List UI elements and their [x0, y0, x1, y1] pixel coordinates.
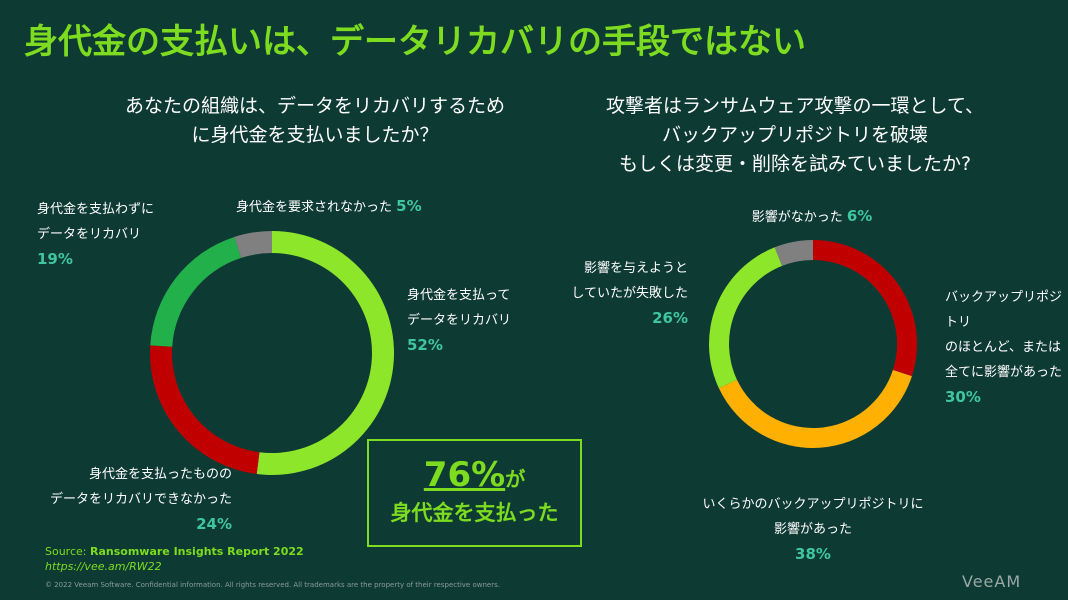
segment-label: 身代金を支払わずに データをリカバリ 19% — [37, 197, 154, 273]
callout-figure: 76% — [423, 455, 506, 495]
value-label: 5% — [396, 197, 422, 215]
chart-title: あなたの組織は、データをリカバリするため に身代金を支払いましたか？ — [124, 95, 505, 146]
category-label: 身代金を要求されなかった — [236, 200, 393, 215]
segment-label: 影響がなかった 6% — [612, 204, 1012, 230]
donut-segment — [718, 369, 912, 448]
segment-label: 身代金を要求されなかった 5% — [236, 194, 422, 220]
category-label: 影響がなかった — [751, 210, 843, 225]
value-label: 52% — [407, 336, 443, 354]
source-url: https://vee.am/RW22 — [45, 560, 162, 573]
donut-segment — [150, 236, 242, 347]
source-title: Ransomware Insights Report 2022 — [90, 545, 304, 558]
donut-segment — [774, 240, 813, 266]
segment-label: 身代金を支払って データをリカバリ 52% — [407, 283, 511, 359]
donut-segment — [150, 345, 260, 475]
value-label: 19% — [37, 250, 73, 268]
category-label: 身代金を支払ったものの データをリカバリできなかった — [49, 467, 232, 507]
callout-suffix: が — [505, 467, 526, 491]
category-label: 身代金を支払わずに データをリカバリ — [37, 202, 155, 242]
donut-segment — [234, 231, 272, 258]
slide-title: 身代金の支払いは、データリカバリの手段ではない — [24, 22, 806, 62]
source: Source: Ransomware Insights Report 2022 — [45, 545, 304, 558]
value-label: 30% — [945, 388, 981, 406]
category-label: いくらかのバックアップリポジトリに 影響があった — [702, 497, 924, 537]
callout-box: 76%が 身代金を支払った — [367, 439, 582, 547]
category-label: 影響を与えようと していたが失敗した — [571, 261, 688, 301]
category-label: 身代金を支払って データをリカバリ — [407, 288, 512, 328]
segment-label: いくらかのバックアップリポジトリに 影響があった 38% — [613, 492, 1013, 568]
donut-segment — [813, 240, 917, 377]
logo: VeeAM — [962, 572, 1022, 591]
donut-segment — [256, 231, 394, 475]
donut-segment — [709, 247, 783, 389]
chart-title: 攻撃者はランサムウェア攻撃の一環として、 バックアップリポジトリを破壊 もしくは… — [605, 95, 985, 175]
segment-label: 影響を与えようと していたが失敗した 26% — [571, 256, 688, 332]
value-label: 6% — [846, 207, 873, 225]
footer: © 2022 Veeam Software. Confidential info… — [45, 581, 500, 589]
callout-text: 身代金を支払った — [390, 501, 559, 525]
source-label: Source: — [45, 545, 87, 558]
category-label: バックアップリポジトリ のほとんど、または 全てに影響があった — [945, 290, 1063, 380]
segment-label: 身代金を支払ったものの データをリカバリできなかった 24% — [50, 462, 232, 538]
value-label: 38% — [795, 545, 831, 563]
value-label: 24% — [196, 515, 232, 533]
value-label: 26% — [652, 309, 688, 327]
segment-label: バックアップリポジトリ のほとんど、または 全てに影響があった 30% — [945, 285, 1068, 411]
